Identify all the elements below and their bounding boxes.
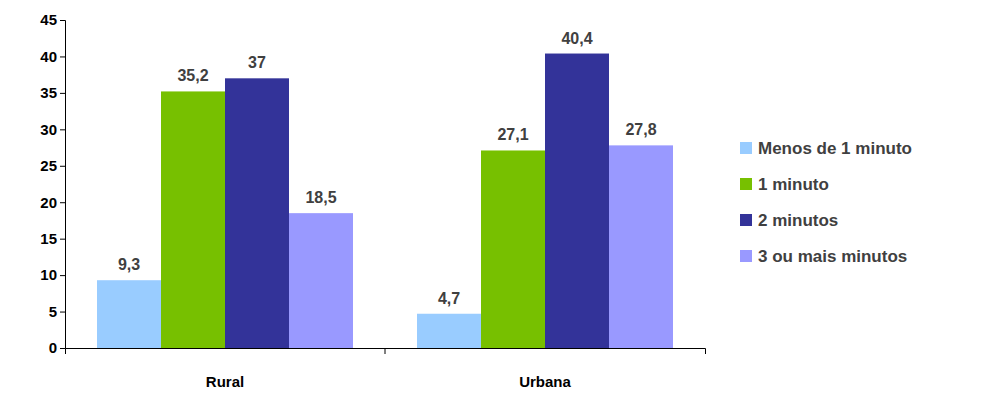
y-axis: 0 5 10 15 20 25 30 35 40 45	[40, 11, 65, 356]
y-tick-mark	[60, 348, 65, 349]
y-tick-label: 25	[40, 157, 57, 174]
data-label: 37	[248, 54, 266, 71]
x-tick: Urbana	[519, 348, 571, 390]
data-label: 18,5	[305, 189, 336, 206]
legend-swatch	[740, 142, 752, 154]
legend: Menos de 1 minuto 1 minuto 2 minutos 3 ou m…	[740, 139, 912, 266]
y-tick-mark	[60, 202, 65, 203]
legend-item: Menos de 1 minuto	[740, 139, 912, 158]
y-tick-label: 10	[40, 266, 57, 283]
bar	[417, 314, 481, 348]
plot: 0 5 10 15 20 25 30 35 40 45 Rural Urbana 9,3 4,7 35,2 2…	[40, 11, 705, 389]
bar	[225, 78, 289, 348]
y-axis-line	[60, 21, 66, 349]
bar	[481, 150, 545, 348]
category-separator	[385, 348, 386, 354]
legend-swatch	[740, 250, 752, 262]
bar	[161, 91, 225, 348]
chart: 0 5 10 15 20 25 30 35 40 45 Rural Urbana 9,3 4,7 35,2 2…	[0, 0, 993, 415]
y-tick-mark	[60, 275, 65, 276]
y-tick-mark	[60, 239, 65, 240]
data-label: 9,3	[118, 256, 140, 273]
y-tick-mark	[60, 312, 65, 313]
legend-swatch	[740, 214, 752, 226]
x-tick: Rural	[206, 348, 244, 390]
y-tick: 0	[49, 339, 65, 356]
y-tick-label: 20	[40, 194, 57, 211]
data-label: 27,8	[625, 121, 656, 138]
y-tick: 5	[49, 303, 65, 320]
x-tick-label: Rural	[206, 373, 244, 390]
x-axis: Rural Urbana	[66, 348, 706, 390]
bar	[609, 145, 673, 348]
bar	[97, 280, 161, 348]
y-tick-label: 30	[40, 121, 57, 138]
y-tick: 10	[40, 266, 65, 283]
y-tick: 15	[40, 230, 65, 247]
y-tick-mark	[60, 93, 65, 94]
y-tick-label: 15	[40, 230, 57, 247]
bar	[545, 54, 609, 348]
legend-label: Menos de 1 minuto	[758, 139, 912, 158]
y-tick: 35	[40, 84, 65, 101]
legend-label: 1 minuto	[758, 175, 829, 194]
x-tick-label: Urbana	[519, 373, 571, 390]
y-tick: 30	[40, 121, 65, 138]
y-tick-label: 5	[49, 303, 57, 320]
y-tick-mark	[60, 129, 65, 130]
y-tick-mark	[60, 56, 65, 57]
data-label: 27,1	[497, 126, 528, 143]
legend-swatch	[740, 178, 752, 190]
y-tick-label: 35	[40, 84, 57, 101]
y-tick: 25	[40, 157, 65, 174]
legend-item: 1 minuto	[740, 175, 829, 194]
legend-label: 3 ou mais minutos	[758, 247, 907, 266]
y-tick-mark	[60, 166, 65, 167]
data-label: 4,7	[438, 290, 460, 307]
bar	[289, 213, 353, 348]
legend-item: 2 minutos	[740, 211, 838, 230]
y-tick-label: 40	[40, 48, 57, 65]
bars	[97, 54, 673, 348]
y-tick: 40	[40, 48, 65, 65]
y-tick: 20	[40, 194, 65, 211]
data-label: 35,2	[177, 67, 208, 84]
y-tick: 45	[40, 11, 65, 28]
legend-item: 3 ou mais minutos	[740, 247, 907, 266]
y-tick-mark	[60, 20, 65, 21]
y-tick-label: 0	[49, 339, 57, 356]
x-axis-line	[66, 349, 706, 355]
data-labels: 9,3 4,7 35,2 27,1 37 40,4 18,5 27,8	[118, 30, 657, 307]
legend-label: 2 minutos	[758, 211, 838, 230]
data-label: 40,4	[561, 30, 592, 47]
y-tick-label: 45	[40, 11, 57, 28]
